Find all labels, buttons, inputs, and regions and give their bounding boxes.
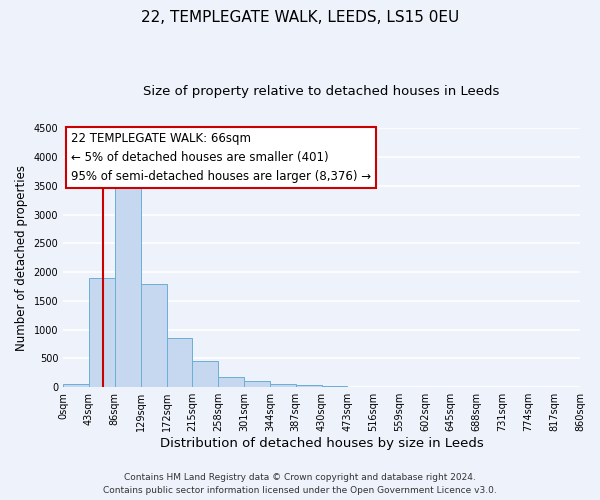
Bar [270, 384, 296, 387]
Bar [140, 284, 167, 387]
Bar [167, 338, 193, 387]
Bar [244, 382, 270, 387]
Title: Size of property relative to detached houses in Leeds: Size of property relative to detached ho… [143, 85, 500, 98]
Bar [115, 186, 140, 387]
Bar [63, 384, 89, 387]
Text: 22 TEMPLEGATE WALK: 66sqm
← 5% of detached houses are smaller (401)
95% of semi-: 22 TEMPLEGATE WALK: 66sqm ← 5% of detach… [71, 132, 371, 183]
Bar [296, 386, 322, 387]
Y-axis label: Number of detached properties: Number of detached properties [15, 165, 28, 351]
Text: 22, TEMPLEGATE WALK, LEEDS, LS15 0EU: 22, TEMPLEGATE WALK, LEEDS, LS15 0EU [141, 10, 459, 25]
Bar [322, 386, 347, 387]
Text: Contains HM Land Registry data © Crown copyright and database right 2024.
Contai: Contains HM Land Registry data © Crown c… [103, 473, 497, 495]
Bar [193, 360, 218, 387]
X-axis label: Distribution of detached houses by size in Leeds: Distribution of detached houses by size … [160, 437, 484, 450]
Bar [218, 377, 244, 387]
Bar [89, 278, 115, 387]
